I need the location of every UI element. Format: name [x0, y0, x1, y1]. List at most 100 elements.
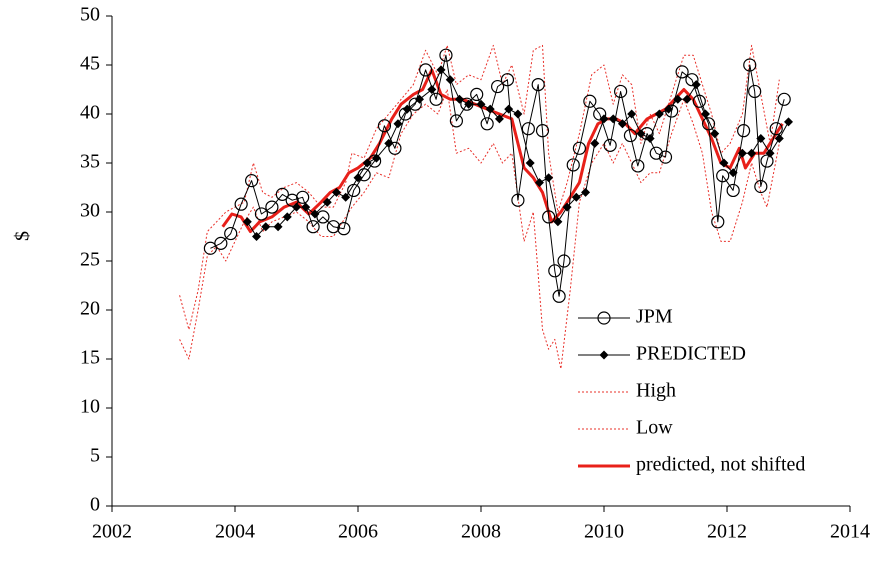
series-line [179, 89, 780, 370]
marker-diamond [242, 217, 252, 227]
marker-circle [500, 73, 515, 87]
marker-circle [583, 94, 597, 108]
series-line [179, 44, 780, 331]
x-tick-label: 2008 [461, 521, 501, 543]
marker-circle [692, 94, 706, 108]
marker-circle [552, 289, 566, 303]
marker-diamond [494, 114, 504, 124]
marker-circle [623, 128, 638, 143]
marker-circle [511, 193, 525, 207]
marker-circle [388, 141, 402, 155]
series [179, 89, 780, 370]
marker-circle [737, 124, 751, 138]
marker-circle [701, 117, 716, 131]
x-tick-label: 2006 [338, 521, 378, 543]
marker-circle [716, 169, 730, 183]
marker-circle [326, 220, 340, 234]
marker-circle [535, 124, 550, 138]
y-tick-label: 45 [80, 53, 100, 75]
legend-label: JPM [636, 306, 673, 328]
marker-circle [685, 73, 699, 87]
marker-circle [439, 48, 453, 62]
marker-diamond [513, 109, 523, 119]
marker-circle [214, 236, 228, 250]
marker-circle [285, 193, 299, 207]
marker-circle [224, 226, 238, 241]
marker-circle [597, 311, 611, 325]
marker-diamond [553, 217, 563, 227]
marker-diamond [341, 192, 351, 202]
marker-circle [398, 107, 412, 121]
marker-circle [337, 222, 351, 236]
marker-circle [557, 254, 571, 268]
x-tick-label: 2002 [92, 521, 132, 543]
marker-circle [665, 104, 679, 118]
y-tick-label: 20 [80, 298, 100, 320]
marker-circle [491, 79, 505, 94]
marker-diamond [599, 350, 609, 360]
series [179, 44, 780, 331]
x-tick-label: 2010 [584, 521, 624, 543]
marker-circle [769, 122, 783, 136]
marker-circle [531, 77, 545, 92]
marker-circle [743, 58, 757, 72]
marker-diamond [282, 212, 292, 222]
marker-circle [357, 168, 371, 182]
marker-circle [603, 138, 617, 152]
marker-diamond [371, 153, 381, 163]
y-tick-label: 0 [90, 494, 100, 516]
marker-diamond [756, 134, 766, 143]
marker-circle [368, 154, 382, 168]
y-tick-label: 15 [80, 347, 100, 369]
marker-diamond [581, 187, 591, 197]
marker-diamond [719, 158, 729, 168]
series-line [210, 54, 785, 297]
marker-circle [347, 183, 361, 198]
marker-circle [306, 220, 320, 234]
legend-label: PREDICTED [636, 343, 746, 365]
y-tick-label: 30 [80, 200, 100, 222]
marker-diamond [682, 94, 692, 104]
marker-diamond [784, 117, 793, 127]
legend-label: predicted, not shifted [636, 454, 805, 476]
series [203, 48, 791, 303]
marker-circle [234, 197, 248, 211]
series [242, 65, 793, 241]
marker-circle [449, 114, 463, 128]
marker-circle [726, 183, 740, 198]
marker-circle [377, 119, 392, 133]
marker-circle [429, 92, 443, 106]
series-line [246, 69, 789, 237]
y-tick-label: 50 [80, 4, 100, 26]
marker-diamond [485, 104, 495, 114]
marker-circle [631, 159, 645, 173]
marker-circle [542, 210, 556, 224]
y-tick-label: 25 [80, 249, 100, 271]
marker-diamond [292, 202, 301, 212]
marker-diamond [261, 222, 271, 232]
marker-diamond [571, 192, 581, 202]
marker-circle [254, 207, 269, 221]
marker-circle [480, 117, 494, 131]
marker-circle [521, 122, 535, 136]
y-axis-label: $ [12, 231, 34, 241]
series-line [221, 68, 784, 234]
marker-diamond [590, 138, 600, 148]
marker-circle [265, 200, 279, 214]
marker-circle [296, 190, 310, 204]
marker-diamond [427, 85, 437, 94]
marker-circle [748, 84, 762, 99]
marker-circle [640, 127, 654, 141]
marker-circle [777, 92, 791, 106]
marker-diamond [774, 134, 784, 143]
marker-circle [614, 84, 628, 99]
marker-circle [275, 187, 289, 201]
marker-diamond [617, 119, 627, 129]
marker-circle [203, 241, 217, 255]
marker-circle [419, 63, 433, 77]
marker-diamond [710, 129, 720, 139]
x-tick-label: 2004 [215, 521, 255, 543]
marker-circle [593, 107, 607, 121]
